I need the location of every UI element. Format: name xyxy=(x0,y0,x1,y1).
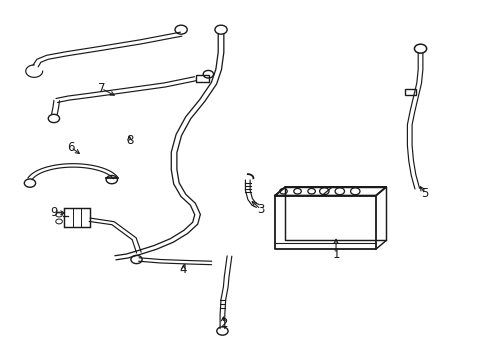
Bar xyxy=(63,208,89,227)
Text: 2: 2 xyxy=(219,317,226,330)
Text: 3: 3 xyxy=(257,203,264,216)
Text: 7: 7 xyxy=(98,82,105,95)
Text: 4: 4 xyxy=(180,264,187,276)
Text: 8: 8 xyxy=(125,134,133,147)
Bar xyxy=(195,75,208,81)
Bar xyxy=(404,89,415,95)
Text: 9: 9 xyxy=(51,206,58,219)
Text: 5: 5 xyxy=(421,187,428,200)
Text: 1: 1 xyxy=(332,248,339,261)
Text: 6: 6 xyxy=(67,141,74,154)
